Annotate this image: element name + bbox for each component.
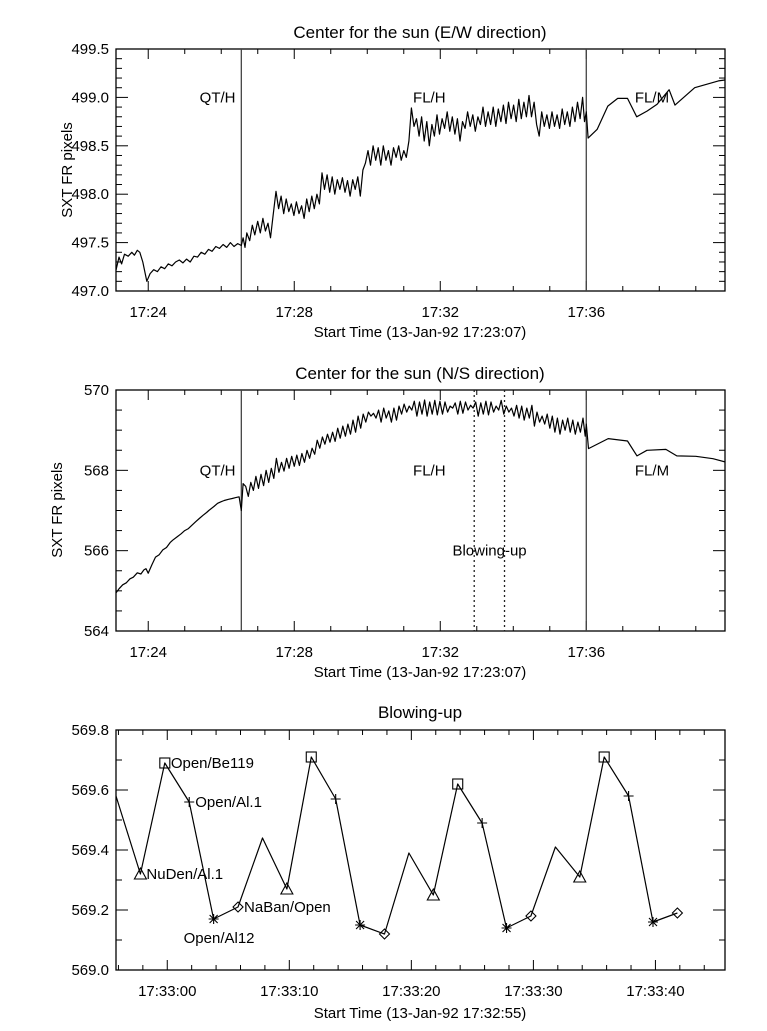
x-tick-label: 17:33:00 bbox=[138, 983, 196, 1000]
x-axis-title: Start Time (13-Jan-92 17:23:07) bbox=[314, 324, 527, 341]
x-tick-label: 17:36 bbox=[568, 304, 606, 321]
diamond-marker bbox=[378, 928, 391, 940]
asterisk-marker bbox=[501, 923, 512, 933]
mode-label: FL/H bbox=[413, 462, 446, 479]
x-tick-label: 17:24 bbox=[129, 304, 167, 321]
x-tick-label: 17:33:40 bbox=[626, 983, 684, 1000]
mode-label: FL/M bbox=[635, 89, 669, 106]
diamond-marker bbox=[671, 907, 684, 919]
plus-marker bbox=[330, 794, 341, 804]
y-tick-label: 568 bbox=[84, 462, 109, 479]
x-tick-label: 17:33:30 bbox=[504, 983, 562, 1000]
filter-label: Open/Al.1 bbox=[195, 794, 262, 811]
x-tick-label: 17:33:20 bbox=[382, 983, 440, 1000]
y-tick-label: 497.5 bbox=[71, 235, 109, 252]
plus-marker bbox=[477, 818, 488, 828]
mode-label: FL/H bbox=[413, 89, 446, 106]
square-marker bbox=[305, 751, 317, 763]
diamond-marker bbox=[525, 910, 537, 922]
plot-area bbox=[116, 399, 725, 594]
y-tick-label: 569.8 bbox=[71, 722, 109, 739]
y-tick-label: 569.0 bbox=[71, 962, 109, 979]
y-tick-label: 569.4 bbox=[71, 842, 109, 859]
mode-label: Blowing-up bbox=[452, 543, 526, 560]
plot-area bbox=[116, 79, 725, 282]
plot-frame bbox=[115, 48, 726, 292]
plus-marker bbox=[184, 797, 195, 807]
square-marker bbox=[598, 751, 610, 763]
x-tick-label: 17:28 bbox=[275, 304, 313, 321]
y-tick-label: 569.6 bbox=[71, 782, 109, 799]
plot-frame bbox=[115, 389, 726, 632]
asterisk-marker bbox=[355, 920, 366, 930]
plot-area bbox=[116, 756, 678, 935]
panel-title: Center for the sun (E/W direction) bbox=[293, 23, 546, 42]
y-tick-label: 498.5 bbox=[71, 138, 109, 155]
x-tick-label: 17:36 bbox=[568, 644, 606, 661]
y-tick-label: 570 bbox=[84, 382, 109, 399]
mode-label: QT/H bbox=[200, 89, 236, 106]
y-tick-label: 569.2 bbox=[71, 902, 109, 919]
blowing-up-series bbox=[116, 756, 678, 935]
center-position-series bbox=[116, 79, 725, 282]
y-tick-label: 498.0 bbox=[71, 186, 109, 203]
filter-label: NuDen/Al.1 bbox=[146, 866, 223, 883]
triangle-marker bbox=[426, 887, 441, 901]
square-marker bbox=[452, 778, 464, 790]
y-axis-title: SXT FR pixels bbox=[59, 122, 76, 218]
y-axis-title: SXT FR pixels bbox=[49, 462, 66, 558]
x-tick-label: 17:32 bbox=[421, 644, 459, 661]
asterisk-marker bbox=[647, 917, 658, 927]
triangle-marker bbox=[133, 866, 148, 880]
x-tick-label: 17:24 bbox=[129, 644, 167, 661]
asterisk-marker bbox=[208, 914, 219, 924]
filter-label: NaBan/Open bbox=[244, 899, 331, 916]
filter-label: Open/Al12 bbox=[184, 930, 255, 947]
blowing-up-panel: Blowing-up Start Time (13-Jan-92 17:32:5… bbox=[71, 703, 726, 1022]
center-position-series bbox=[116, 399, 725, 594]
square-marker bbox=[159, 757, 171, 769]
y-tick-label: 566 bbox=[84, 543, 109, 560]
y-tick-label: 499.0 bbox=[71, 89, 109, 106]
x-axis-title: Start Time (13-Jan-92 17:32:55) bbox=[314, 1005, 527, 1022]
x-tick-label: 17:32 bbox=[421, 304, 459, 321]
y-tick-label: 497.0 bbox=[71, 283, 109, 300]
x-tick-label: 17:28 bbox=[275, 644, 313, 661]
plus-marker bbox=[623, 791, 634, 801]
triangle-marker bbox=[572, 869, 587, 883]
ew-center-panel: Center for the sun (E/W direction) Start… bbox=[59, 23, 726, 341]
filter-label: Open/Be119 bbox=[171, 755, 254, 772]
triangle-marker bbox=[279, 881, 294, 895]
x-axis-title: Start Time (13-Jan-92 17:23:07) bbox=[314, 664, 527, 681]
ns-center-panel: Center for the sun (N/S direction) Start… bbox=[49, 364, 726, 681]
y-tick-label: 499.5 bbox=[71, 41, 109, 58]
x-tick-label: 17:33:10 bbox=[260, 983, 318, 1000]
mode-label: QT/H bbox=[200, 462, 236, 479]
y-tick-label: 564 bbox=[84, 623, 109, 640]
panel-title: Center for the sun (N/S direction) bbox=[295, 364, 544, 383]
mode-label: FL/M bbox=[635, 462, 669, 479]
panel-title: Blowing-up bbox=[378, 703, 462, 722]
diamond-marker bbox=[232, 901, 244, 913]
